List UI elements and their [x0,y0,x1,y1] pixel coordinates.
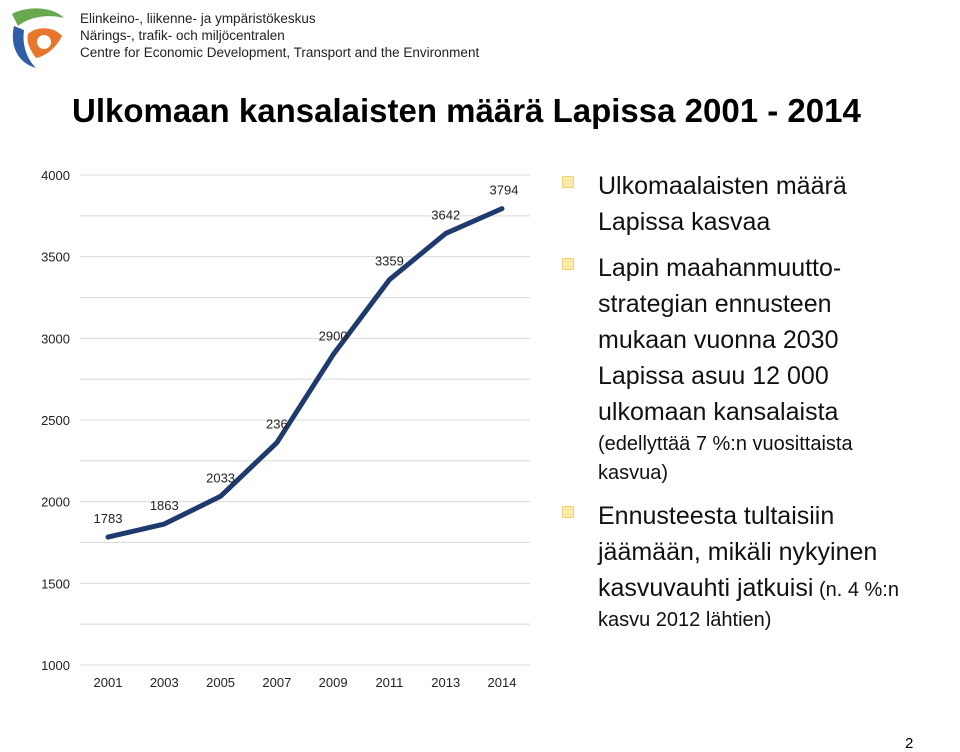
bullet-line: Ulkomaalaisten määrä [598,172,847,200]
x-axis-ticks: 2001 2003 2005 2007 2009 2011 2013 2014 [94,675,517,690]
data-label: 3642 [431,207,460,222]
bullet-square-icon [562,176,574,188]
data-label: 2033 [206,470,235,485]
y-tick-label: 2500 [41,413,70,428]
bullet-item: Ulkomaalaisten määrä Lapissa kasvaa [560,168,960,240]
y-tick-label: 2000 [41,495,70,510]
bullet-line: jäämään, mikäli nykyinen [598,538,878,566]
bullet-item: Ennusteesta tultaisiin jäämään, mikäli n… [560,498,960,635]
x-tick-label: 2013 [431,675,460,690]
x-tick-label: 2007 [262,675,291,690]
bullet-line: kasvu 2012 lähtien) [598,609,772,631]
y-tick-label: 3500 [41,250,70,265]
bullet-list: Ulkomaalaisten määrä Lapissa kasvaa Lapi… [560,168,960,635]
bullet-line: (edellyttää 7 %:n vuosittaista [598,433,853,455]
slide-title: Ulkomaan kansalaisten määrä Lapissa 2001… [72,92,861,129]
org-name-finnish: Elinkeino-, liikenne- ja ympäristökeskus [80,11,316,26]
bullet-line: mukaan vuonna 2030 [598,326,839,354]
data-label: 1863 [150,498,179,513]
x-tick-label: 2005 [206,675,235,690]
bullet-line: Lapissa asuu 12 000 [598,362,829,390]
bullet-line: kasvuvauhti jatkuisi (n. 4 %:n [598,570,960,606]
bullet-line: Lapissa kasvaa [598,208,771,236]
bullet-line: Lapin maahanmuutto- [598,254,842,282]
data-label: 3359 [375,254,404,269]
y-axis-ticks: 1000 1500 2000 2500 3000 3500 4000 [41,168,70,673]
ely-centre-logo-icon [12,8,64,68]
series-line [105,206,505,540]
x-tick-label: 2003 [150,675,179,690]
bullet-item: Lapin maahanmuutto- strategian ennusteen… [560,250,960,488]
x-tick-label: 2001 [94,675,123,690]
page-number: 2 [905,735,914,752]
y-tick-label: 1000 [41,658,70,673]
bullet-line: kasvua) [598,462,669,484]
data-label: 3794 [490,183,519,198]
bullet-line-small: (n. 4 %:n [813,579,899,601]
bullet-line: ulkomaan kansalaista [598,398,839,426]
data-labels: 1783 1863 2033 236 2900 3359 3642 3794 [94,183,519,526]
y-tick-label: 1500 [41,576,70,591]
bullet-line: strategian ennusteen [598,290,832,318]
bullet-line: Ennusteesta tultaisiin [598,502,835,530]
org-name-swedish: Närings-, trafik- och miljöcentralen [80,28,285,43]
y-tick-label: 3000 [41,331,70,346]
x-tick-label: 2011 [375,675,403,690]
bullet-square-icon [562,506,574,518]
bullet-line-main: kasvuvauhti jatkuisi [598,574,814,602]
data-label: 1783 [94,511,123,526]
chart-grid [80,174,530,666]
data-label: 2900 [319,329,348,344]
x-tick-label: 2009 [319,675,348,690]
x-tick-label: 2014 [488,675,517,690]
data-label: 236 [266,417,288,432]
org-name-english: Centre for Economic Development, Transpo… [80,45,480,60]
bullet-square-icon [562,258,574,270]
y-tick-label: 4000 [41,168,70,183]
